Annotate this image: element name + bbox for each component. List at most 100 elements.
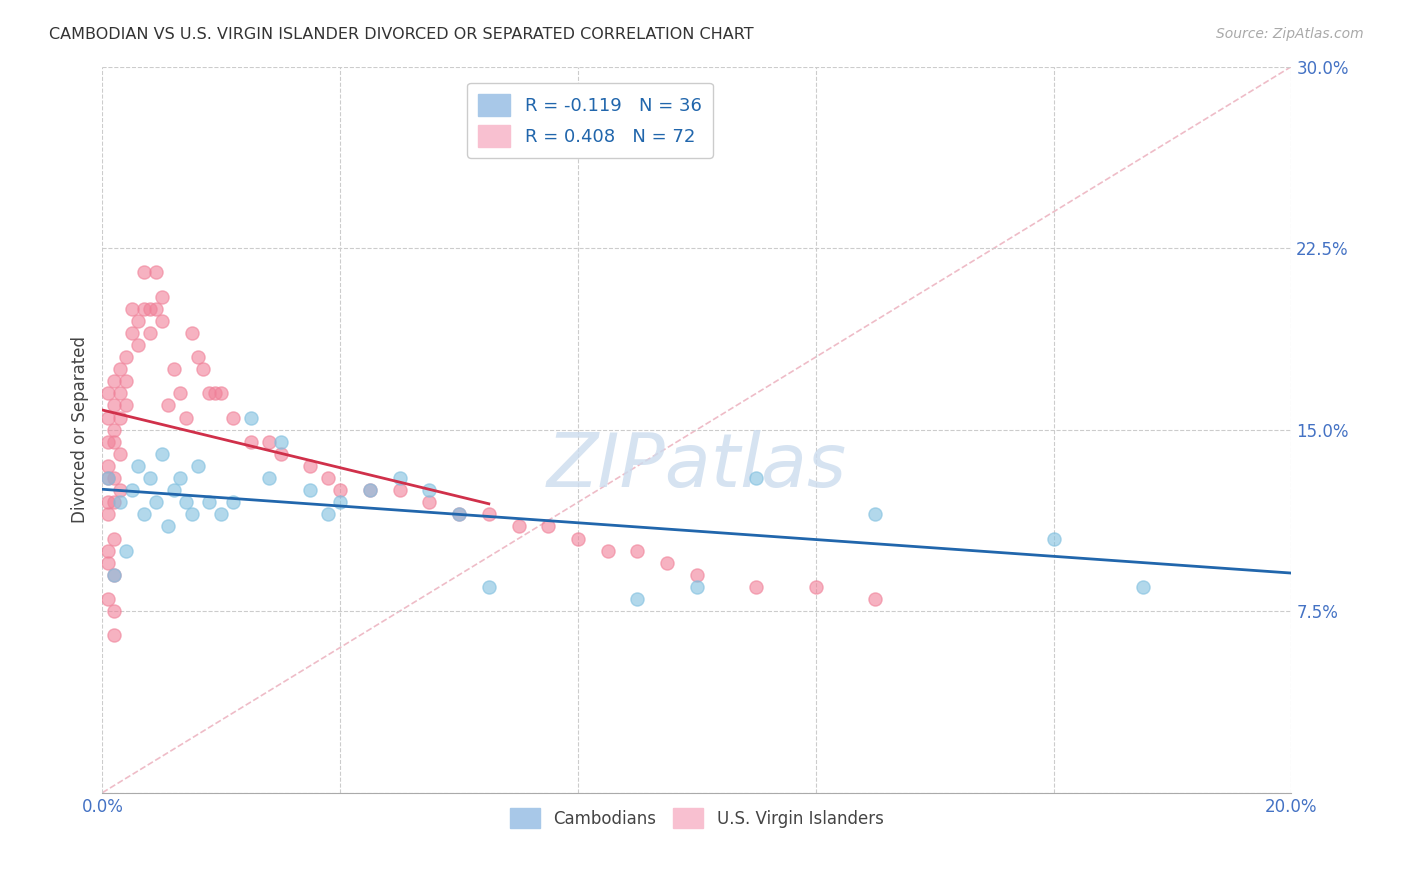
Point: [174, 495, 197, 509]
Point: [686, 567, 709, 582]
Point: [193, 362, 215, 376]
Point: [329, 483, 352, 497]
Point: [132, 265, 155, 279]
Point: [103, 567, 125, 582]
Point: [97, 592, 120, 607]
Point: [132, 301, 155, 316]
Y-axis label: Divorced or Separated: Divorced or Separated: [72, 336, 89, 523]
Point: [270, 447, 292, 461]
Point: [110, 362, 132, 376]
Point: [508, 519, 530, 533]
Point: [745, 580, 768, 594]
Point: [132, 508, 155, 522]
Point: [388, 483, 411, 497]
Point: [115, 374, 138, 388]
Point: [150, 447, 173, 461]
Point: [103, 471, 125, 485]
Point: [187, 350, 209, 364]
Point: [127, 314, 149, 328]
Text: ZIPatlas: ZIPatlas: [547, 430, 846, 502]
Point: [626, 592, 648, 607]
Point: [449, 508, 471, 522]
Point: [745, 471, 768, 485]
Point: [110, 495, 132, 509]
Point: [139, 471, 162, 485]
Point: [299, 458, 322, 473]
Point: [103, 628, 125, 642]
Point: [97, 556, 120, 570]
Point: [97, 508, 120, 522]
Point: [103, 495, 125, 509]
Point: [478, 580, 501, 594]
Point: [626, 543, 648, 558]
Point: [209, 386, 232, 401]
Point: [187, 458, 209, 473]
Point: [127, 338, 149, 352]
Point: [198, 386, 221, 401]
Point: [110, 483, 132, 497]
Point: [139, 326, 162, 340]
Point: [478, 508, 501, 522]
Point: [121, 301, 143, 316]
Point: [257, 434, 280, 449]
Point: [240, 410, 263, 425]
Point: [150, 289, 173, 303]
Point: [257, 471, 280, 485]
Point: [97, 495, 120, 509]
Point: [121, 483, 143, 497]
Point: [804, 580, 827, 594]
Point: [121, 326, 143, 340]
Point: [103, 567, 125, 582]
Point: [449, 508, 471, 522]
Point: [156, 399, 179, 413]
Point: [169, 471, 191, 485]
Point: [97, 434, 120, 449]
Point: [204, 386, 226, 401]
Point: [103, 434, 125, 449]
Point: [388, 471, 411, 485]
Point: [163, 483, 186, 497]
Text: Source: ZipAtlas.com: Source: ZipAtlas.com: [1216, 27, 1364, 41]
Point: [103, 532, 125, 546]
Point: [174, 410, 197, 425]
Text: CAMBODIAN VS U.S. VIRGIN ISLANDER DIVORCED OR SEPARATED CORRELATION CHART: CAMBODIAN VS U.S. VIRGIN ISLANDER DIVORC…: [49, 27, 754, 42]
Point: [156, 519, 179, 533]
Point: [163, 362, 186, 376]
Point: [180, 326, 202, 340]
Point: [145, 265, 167, 279]
Legend: Cambodians, U.S. Virgin Islanders: Cambodians, U.S. Virgin Islanders: [503, 802, 890, 835]
Point: [318, 508, 340, 522]
Point: [863, 592, 886, 607]
Point: [145, 301, 167, 316]
Point: [150, 314, 173, 328]
Point: [97, 386, 120, 401]
Point: [222, 495, 245, 509]
Point: [103, 604, 125, 618]
Point: [180, 508, 202, 522]
Point: [127, 458, 149, 473]
Point: [115, 399, 138, 413]
Point: [110, 447, 132, 461]
Point: [110, 410, 132, 425]
Point: [103, 374, 125, 388]
Point: [115, 350, 138, 364]
Point: [270, 434, 292, 449]
Point: [418, 495, 440, 509]
Point: [198, 495, 221, 509]
Point: [318, 471, 340, 485]
Point: [97, 458, 120, 473]
Point: [222, 410, 245, 425]
Point: [97, 543, 120, 558]
Point: [657, 556, 679, 570]
Point: [686, 580, 709, 594]
Point: [103, 399, 125, 413]
Point: [145, 495, 167, 509]
Point: [1042, 532, 1064, 546]
Point: [1132, 580, 1154, 594]
Point: [209, 508, 232, 522]
Point: [97, 471, 120, 485]
Point: [863, 508, 886, 522]
Point: [103, 423, 125, 437]
Point: [110, 386, 132, 401]
Point: [97, 471, 120, 485]
